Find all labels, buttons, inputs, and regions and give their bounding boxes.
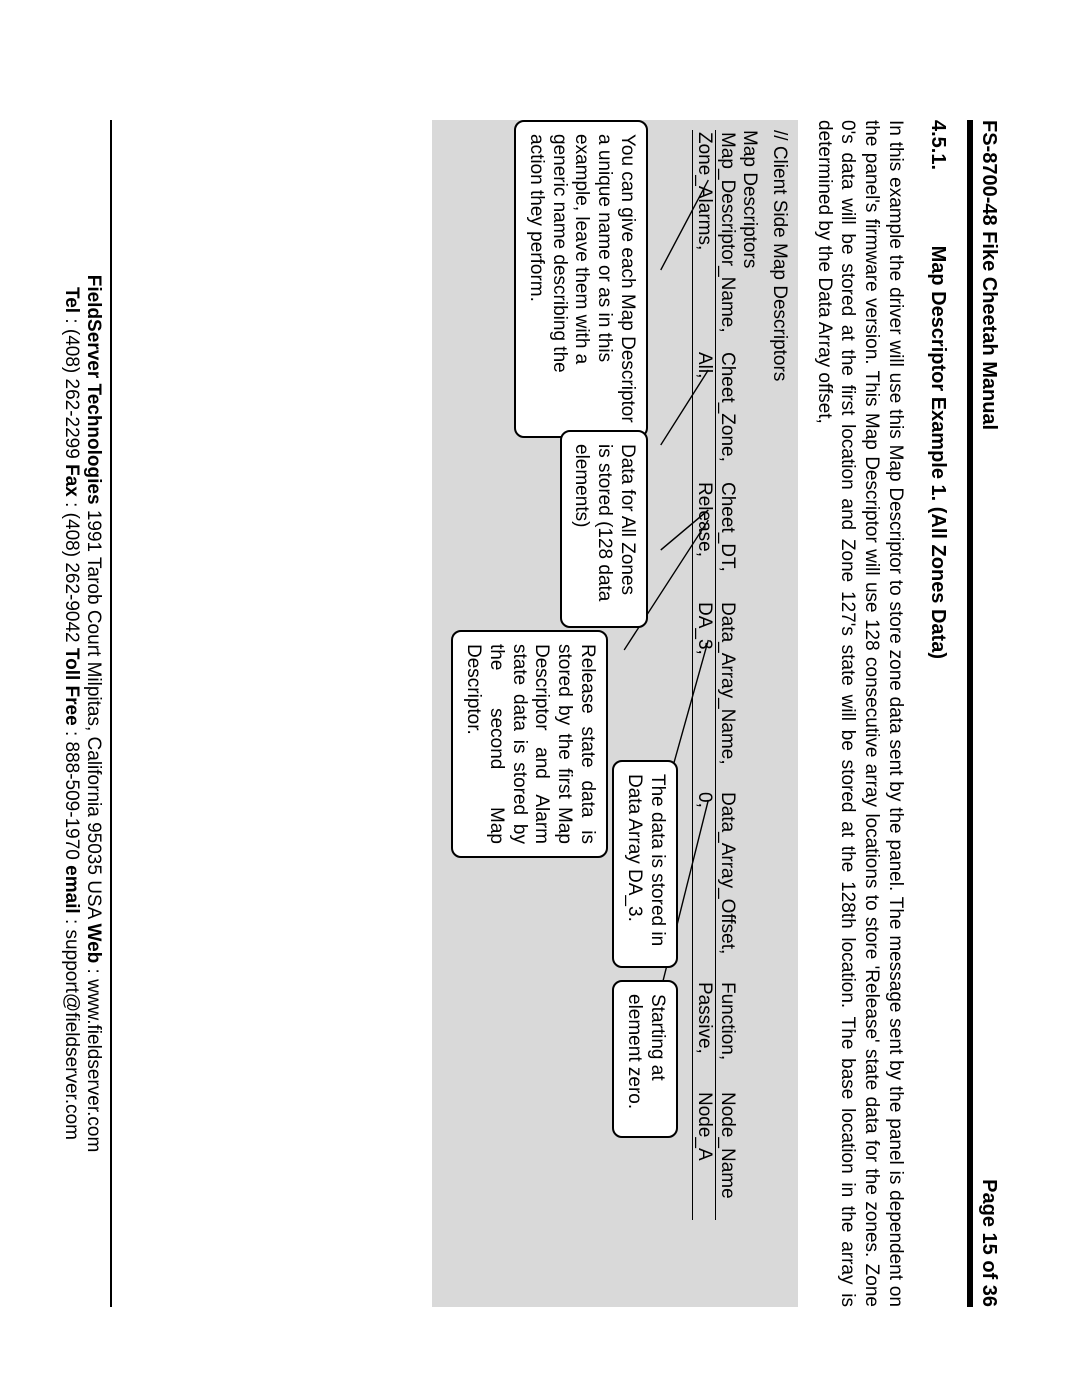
page-number: Page 15 of 36	[977, 1179, 1000, 1307]
footer-fax-label: Fax	[61, 464, 82, 497]
footer-tel-label: Tel	[61, 287, 82, 313]
col-value: Zone_Alarms,	[692, 130, 715, 350]
footer-company: FieldServer Technologies	[83, 275, 104, 505]
col-header: Node_Name	[715, 1090, 738, 1220]
col-header: Data_Array_Offset,	[715, 790, 738, 980]
section-number: 4.5.1.	[926, 120, 949, 240]
callout-release: Release state data is stored by the firs…	[451, 630, 608, 858]
footer-address: 1991 Tarob Court Milpitas, California 95…	[83, 510, 104, 924]
map-descriptors-label: Map Descriptors	[738, 130, 760, 1297]
footer-web: : www.fieldserver.com	[83, 969, 104, 1153]
callout-da3: The data is stored in Data Array DA_3.	[612, 760, 678, 968]
descriptor-table: Map_Descriptor_Name, Cheet_Zone, Cheet_D…	[692, 130, 738, 1297]
col-header: Cheet_Zone,	[715, 350, 738, 480]
col-value: All,	[692, 350, 715, 480]
footer-rule	[110, 120, 112, 1307]
footer-tollfree-label: Toll Free	[61, 648, 82, 726]
col-header: Map_Descriptor_Name,	[715, 130, 738, 350]
footer-tollfree: : 888-509-1970	[61, 731, 82, 865]
footer-email-label: email	[61, 865, 82, 914]
callout-name: You can give each Map Descriptor a uniqu…	[514, 120, 648, 438]
footer-email: : support@fieldserver.com	[61, 919, 82, 1140]
footer-fax: : (408) 262-9042	[61, 502, 82, 648]
diagram-container: // Client Side Map Descriptors Map Descr…	[432, 120, 798, 1307]
section-title-text: Map Descriptor Example 1. (All Zones Dat…	[927, 246, 949, 659]
code-comment: // Client Side Map Descriptors	[768, 130, 790, 1297]
callout-offset: Starting at element zero.	[612, 980, 678, 1138]
col-header: Cheet_DT,	[715, 480, 738, 600]
col-value: 0,	[692, 790, 715, 980]
col-value: Release,	[692, 480, 715, 600]
col-header: Data_Array_Name,	[715, 600, 738, 790]
col-value: DA_3,	[692, 600, 715, 790]
section-heading: 4.5.1. Map Descriptor Example 1. (All Zo…	[926, 120, 949, 1307]
header-rule	[967, 120, 973, 1307]
footer-web-label: Web	[83, 924, 104, 964]
col-value: Node_A	[692, 1090, 715, 1220]
intro-paragraph: In this example the driver will use this…	[812, 120, 907, 1307]
callout-allzones: Data for All Zones is stored (128 data e…	[560, 430, 648, 628]
col-header: Function,	[715, 980, 738, 1090]
page-footer: FieldServer Technologies 1991 Tarob Cour…	[60, 120, 118, 1307]
footer-tel: : (408) 262-2299	[61, 318, 82, 464]
doc-title: FS-8700-48 Fike Cheetah Manual	[977, 120, 1000, 430]
col-value: Passive,	[692, 980, 715, 1090]
